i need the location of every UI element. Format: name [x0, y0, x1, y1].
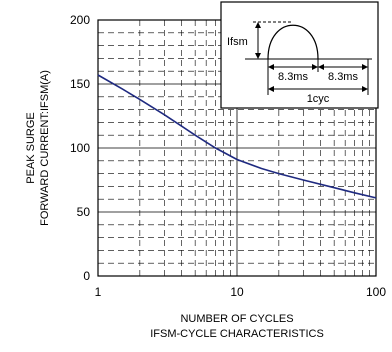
- inset-waveform-diagram: Ifsm 8.3ms 8.3ms 1cyc: [220, 1, 379, 109]
- cycle-label: 1cyc: [307, 93, 330, 105]
- chart-title: IFSM-CYCLE CHARACTERISTICS: [150, 328, 324, 340]
- series-line: [97, 74, 377, 199]
- y-tick-label-50: 50: [77, 205, 91, 219]
- half-cycle-label-1: 8.3ms: [278, 71, 308, 83]
- x-tick-label-10: 10: [230, 285, 244, 299]
- x-tick-label-100: 100: [366, 285, 386, 299]
- arrow-head: [362, 86, 368, 92]
- inset-box: [220, 1, 379, 109]
- arrow-head: [318, 64, 324, 70]
- y-tick-label-200: 200: [70, 13, 90, 27]
- half-cycle-label-2: 8.3ms: [328, 71, 358, 83]
- y-axis-title-line1: PEAK SURGE: [25, 112, 37, 184]
- y-tick-label-150: 150: [70, 77, 90, 91]
- y-tick-label-100: 100: [70, 141, 90, 155]
- arrow-head: [312, 64, 318, 70]
- ifsm-arrow-head-up: [255, 22, 261, 28]
- x-axis-title: NUMBER OF CYCLES: [180, 313, 293, 325]
- arrow-head: [362, 64, 368, 70]
- arrow-head: [268, 86, 274, 92]
- y-axis-title-line2: FORWARD CURRENT:IFSM(A): [39, 70, 51, 226]
- ifsm-arrow-head-down: [255, 53, 261, 59]
- y-tick-label-0: 0: [83, 269, 90, 283]
- ifsm-label: Ifsm: [227, 36, 248, 48]
- half-sine-pulse: [267, 24, 319, 60]
- x-tick-label-1: 1: [95, 285, 102, 299]
- arrow-head: [268, 64, 274, 70]
